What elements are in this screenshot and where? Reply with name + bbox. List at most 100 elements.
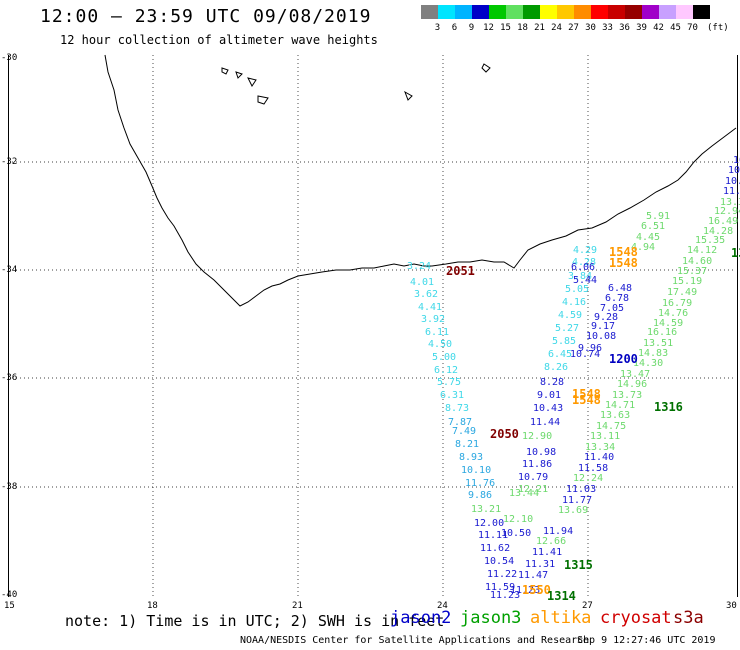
lon-label-30: 30 [726,601,737,611]
wave-height-value: 13.11 [590,431,620,442]
mission-s3a: s3a [673,608,704,628]
wave-height-value: 10.50 [501,528,531,539]
wave-height-value: 10.43 [533,403,563,414]
pass-time-label: 1548 [609,256,638,270]
wave-height-value: 11.23 [510,585,540,596]
wave-height-value: 11.23 [490,590,520,601]
pass-time-label: 1550 [522,583,551,597]
lat-label-36: -36 [1,373,18,383]
legend-label: 3 [434,23,441,33]
mission-jason2: jason2 [390,608,452,628]
wave-height-value: 4.29 [573,245,597,256]
wave-height-value: 9.28 [594,312,618,323]
wave-height-value: 10.10 [461,465,491,476]
wave-height-value: 10.98 [526,447,556,458]
legend-label: 18 [517,23,528,33]
legend-swatch [455,5,472,19]
pass-time-label: 1200 [609,352,638,366]
footer-timestamp: Sep 9 12:27:46 UTC 2019 [577,635,716,646]
legend-swatch [625,5,642,19]
color-scale-labels: 3 6 9 12 15 18 21 24 27 30 33 36 39 42 45 70 [421,23,701,33]
pass-time-label: 1548 [572,393,601,407]
wave-height-value: 8.26 [544,362,568,373]
wave-height-value: 13.35 [720,197,740,208]
wave-height-value: 16.16 [647,327,677,338]
wave-height-value: 13.34 [585,442,615,453]
map-frame [8,55,738,597]
wave-height-value: 4.59 [558,310,582,321]
legend-label: 42 [653,23,664,33]
legend-swatch [659,5,676,19]
pass-time-label: 1548 [572,387,601,401]
legend-swatch [693,5,710,19]
pass-time-label: 1548 [609,245,638,259]
wave-height-value: 3.62 [414,289,438,300]
mission-altika: altika [530,608,592,628]
wave-height-value: 5.44 [573,275,597,286]
legend-label: 12 [483,23,494,33]
wave-height-value: 14.28 [703,226,733,237]
wave-height-value: 12.90 [522,431,552,442]
legend-label: 45 [670,23,681,33]
legend-swatch [438,5,455,19]
wave-height-value: 6.11 [425,327,449,338]
wave-height-value: 9.01 [537,390,561,401]
island-5 [481,63,491,73]
wave-height-value: 6.78 [605,293,629,304]
wave-height-value: 10.8 [725,176,740,187]
wave-height-value: 11.59 [485,582,515,593]
wave-height-value: 5.91 [646,211,670,222]
legend-swatch [540,5,557,19]
wave-height-value: 10.79 [518,472,548,483]
wave-height-value: 7.05 [600,303,624,314]
wave-height-value: 13.47 [620,369,650,380]
wave-height-value: 14.71 [605,400,635,411]
legend-label: 6 [451,23,458,33]
pass-time-label: 2050 [490,427,519,441]
wave-height-value: 13.73 [612,390,642,401]
wave-height-value: 10.74 [570,349,600,360]
wave-height-value: 8.93 [459,452,483,463]
color-scale-legend [421,5,710,19]
wave-height-value: 10.08 [586,331,616,342]
wave-height-value: 10. [733,155,740,166]
wave-height-value: 14.12 [687,245,717,256]
wave-height-value: 11.94 [543,526,573,537]
wave-height-value: 17.49 [667,287,697,298]
legend-label: 21 [534,23,545,33]
wave-height-value: 13.21 [471,504,501,515]
legend-label: 39 [636,23,647,33]
wave-height-value: 13.51 [643,338,673,349]
legend-label: 15 [500,23,511,33]
pass-time-label: 2051 [446,264,475,278]
wave-height-value: 12.10 [503,514,533,525]
legend-label: 24 [551,23,562,33]
wave-height-value: 11.62 [480,543,510,554]
wave-height-value: 3.24 [407,261,431,272]
coastline [104,54,737,307]
wave-height-value: 12.94 [714,206,740,217]
wave-height-value: 11.77 [562,495,592,506]
wave-height-value: 6.31 [440,390,464,401]
lat-label-40: -40 [1,590,18,600]
wave-height-value: 13.63 [600,410,630,421]
wave-height-value: 11.47 [518,570,548,581]
legend-swatch [574,5,591,19]
island-3 [247,77,257,87]
legend-swatch [421,5,438,19]
legend-swatch [676,5,693,19]
mission-jason3: jason3 [460,608,522,628]
wave-height-value: 3.84 [568,271,592,282]
wave-height-value: 7.49 [452,426,476,437]
wave-height-value: 7.87 [448,417,472,428]
legend-label: 9 [468,23,475,33]
wave-height-value: 10.8 [728,165,740,176]
wave-height-value: 3.92 [421,314,445,325]
pass-time-label: 13 [731,246,740,260]
lon-label-21: 21 [292,601,303,611]
wave-height-value: 12.21 [518,484,548,495]
wave-height-value: 13.44 [509,488,539,499]
wave-height-value: 6.45 [548,349,572,360]
legend-swatch [591,5,608,19]
